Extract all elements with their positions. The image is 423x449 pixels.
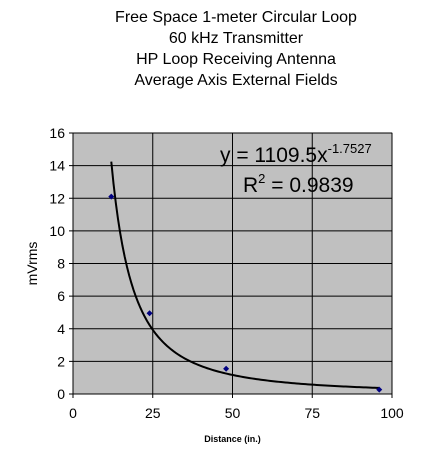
y-axis-label: mVrms xyxy=(24,242,40,286)
chart-title-line: HP Loop Receiving Antenna xyxy=(136,51,336,68)
power-trendline xyxy=(110,161,380,389)
x-axis-tick-labels: 0 25 50 75 100 xyxy=(69,394,404,421)
chart-title: Free Space 1-meter Circular Loop 60 kHz T… xyxy=(115,9,357,89)
data-point xyxy=(146,310,153,317)
x-tick-label: 0 xyxy=(69,405,77,421)
x-tick-label: 25 xyxy=(145,405,161,421)
x-tick-label: 75 xyxy=(304,405,320,421)
r-squared-value: = 0.9839 xyxy=(265,174,353,197)
r-squared-prefix: R xyxy=(243,174,258,197)
data-point xyxy=(376,386,383,393)
x-axis-label: Distance (in.) xyxy=(204,434,261,444)
y-tick-label: 4 xyxy=(57,321,65,337)
trendline-r-squared: R2 = 0.9839 xyxy=(243,171,354,197)
x-tick-label: 50 xyxy=(225,405,241,421)
y-tick-label: 2 xyxy=(57,353,65,369)
y-tick-label: 0 xyxy=(57,386,65,402)
equation-base: y = 1109.5x xyxy=(220,144,328,167)
equation-exponent: -1.7527 xyxy=(328,141,372,156)
y-tick-label: 12 xyxy=(49,190,65,206)
y-tick-label: 14 xyxy=(49,158,65,174)
data-point xyxy=(108,193,115,200)
data-point xyxy=(223,365,230,372)
y-tick-label: 10 xyxy=(49,223,65,239)
y-tick-label: 6 xyxy=(57,288,65,304)
data-points xyxy=(108,193,383,393)
x-tick-label: 100 xyxy=(380,405,404,421)
trendline-equation: y = 1109.5x-1.7527 xyxy=(220,141,372,167)
chart-title-line: 60 kHz Transmitter xyxy=(169,30,304,47)
y-tick-label: 16 xyxy=(49,125,65,141)
y-axis-tick-labels: 0 2 4 6 8 10 12 14 16 xyxy=(49,125,73,402)
y-tick-label: 8 xyxy=(57,256,65,272)
gridlines xyxy=(73,132,393,394)
chart-title-line: Free Space 1-meter Circular Loop xyxy=(115,9,357,26)
r-squared-power: 2 xyxy=(258,171,265,186)
chart-title-line: Average Axis External Fields xyxy=(134,72,337,89)
